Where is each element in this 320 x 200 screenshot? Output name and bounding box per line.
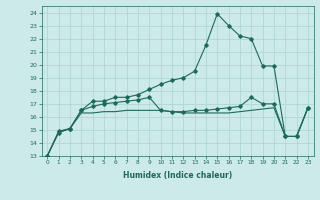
X-axis label: Humidex (Indice chaleur): Humidex (Indice chaleur) xyxy=(123,171,232,180)
